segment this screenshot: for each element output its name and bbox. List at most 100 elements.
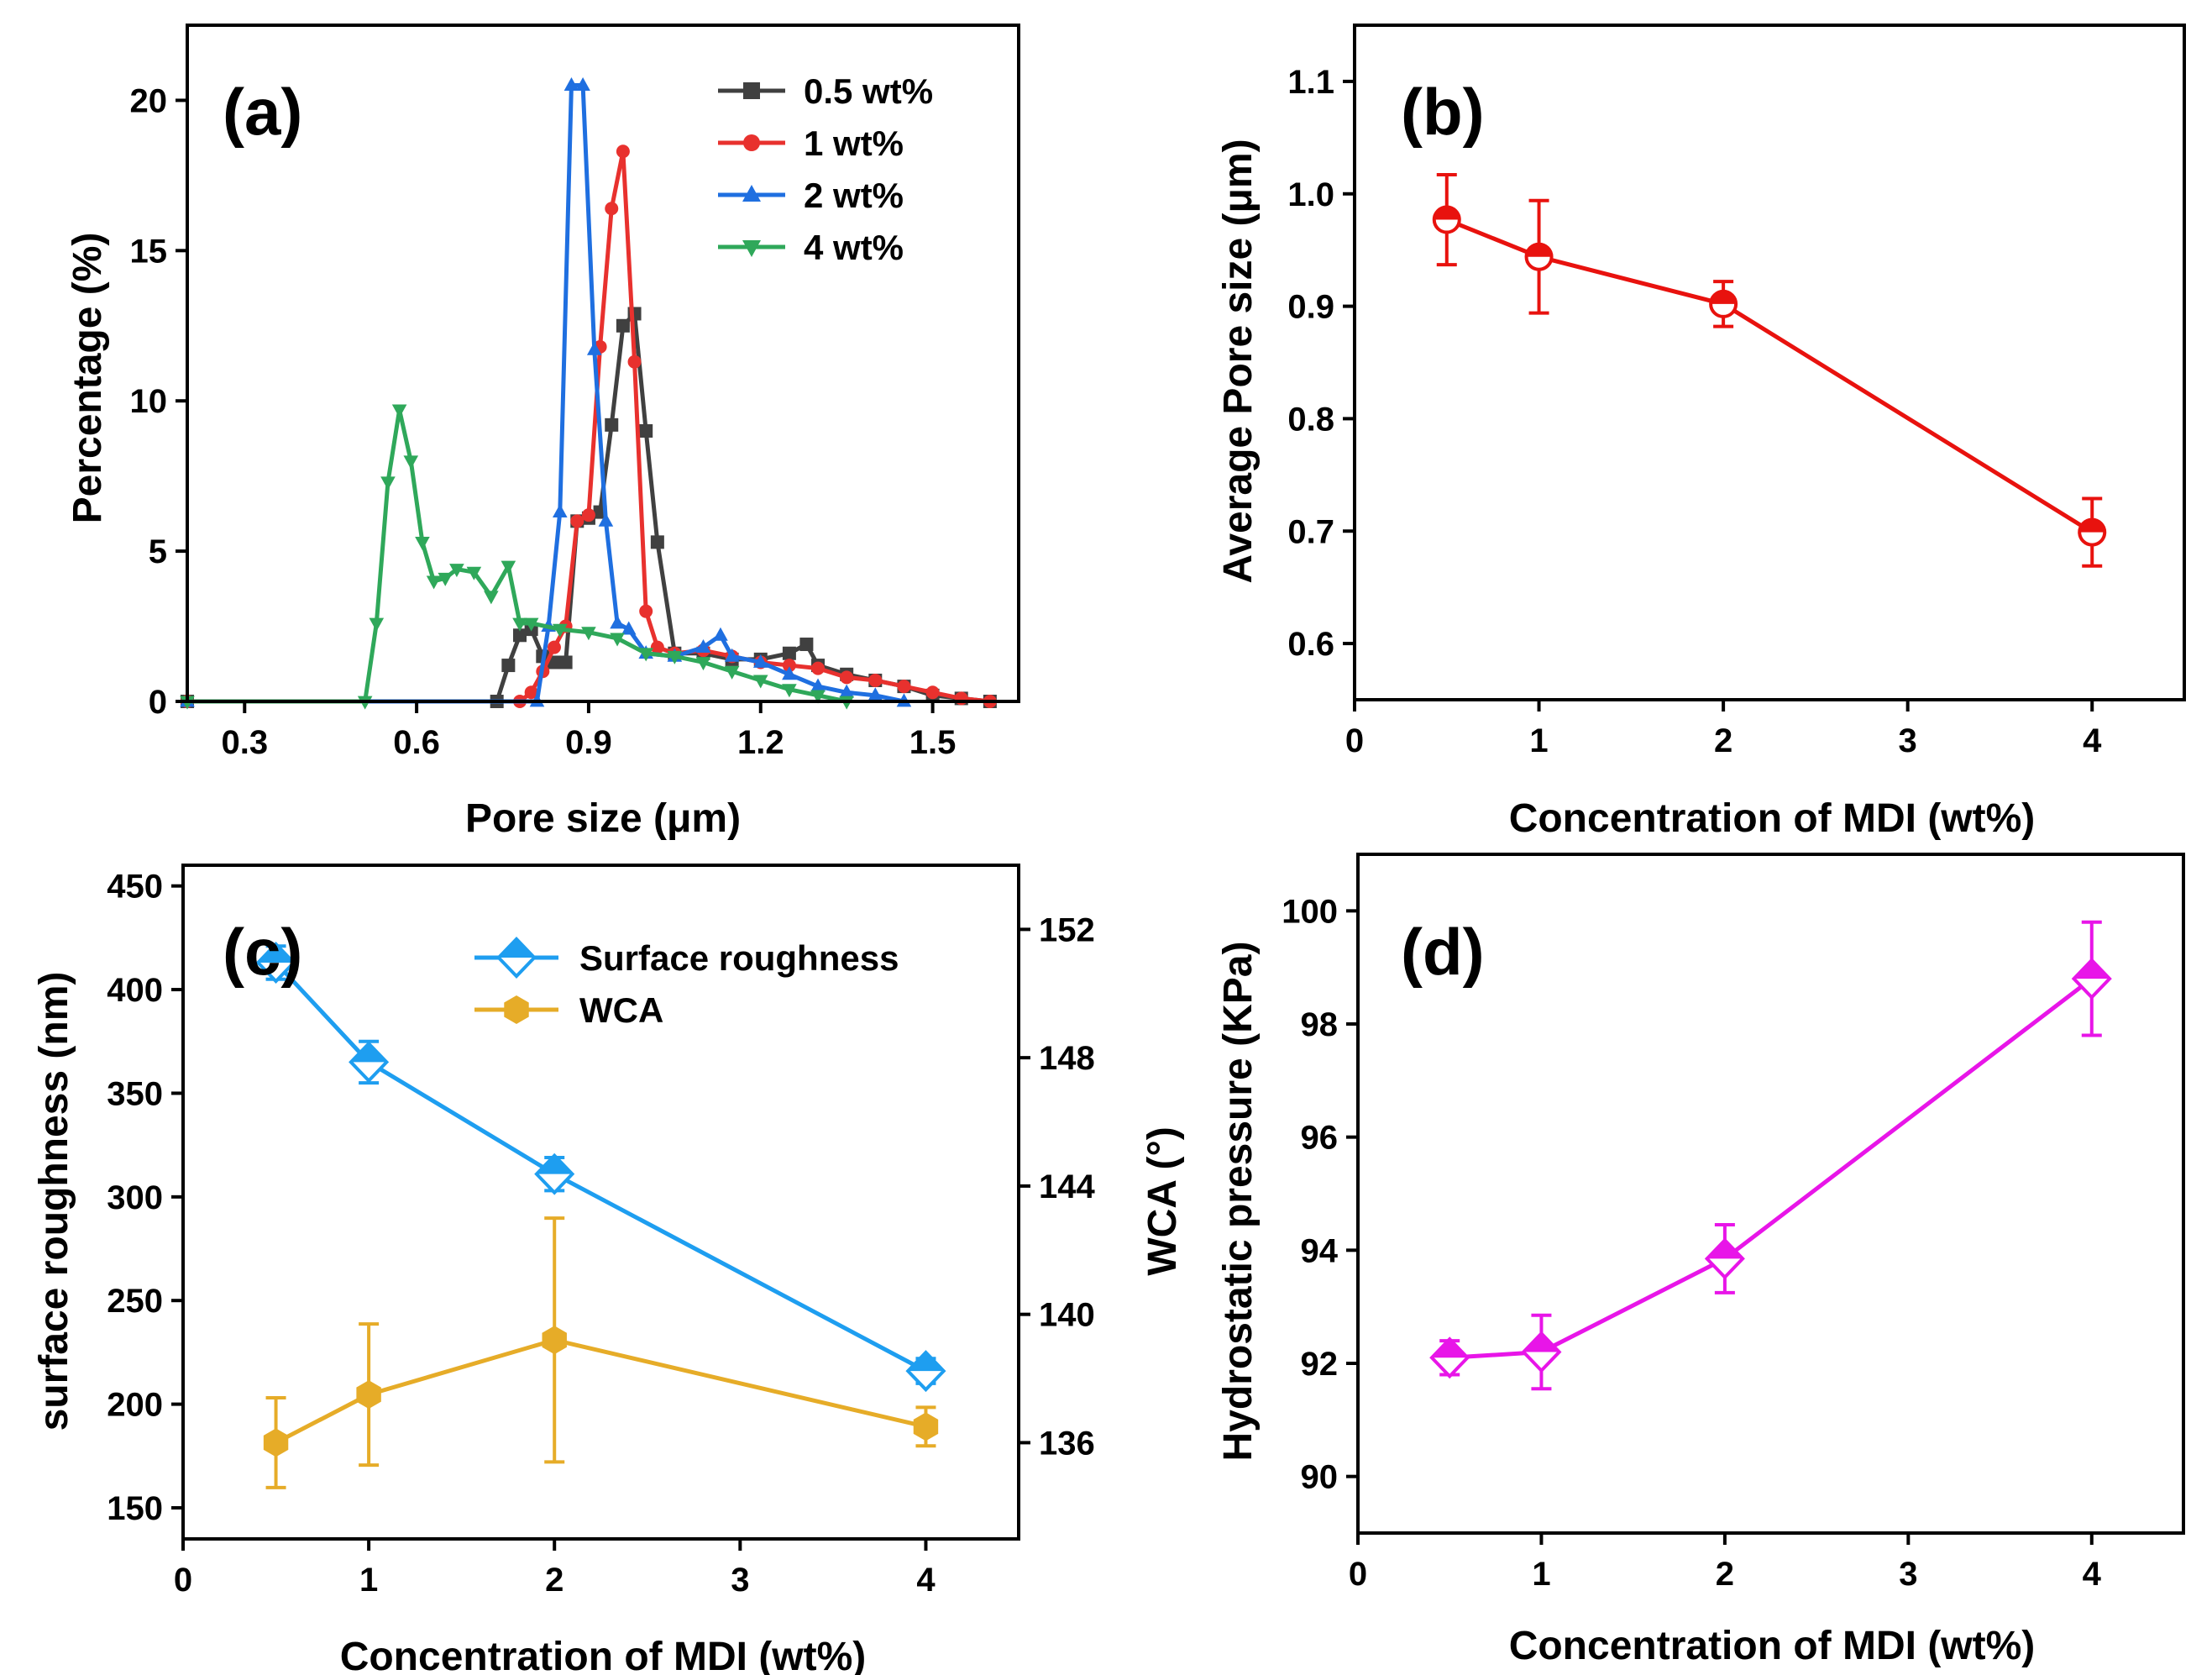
panel-c-x-tick-label: 1 bbox=[359, 1562, 378, 1599]
panel-c-plot-frame bbox=[181, 864, 1020, 1541]
panel-c-legend-point-0 bbox=[495, 937, 537, 979]
panel-a-point-7 bbox=[581, 508, 595, 522]
panel-b-y-tick-label: 1.0 bbox=[1287, 176, 1334, 213]
panel-c-series-surface-roughness bbox=[255, 941, 946, 1393]
panel-a-point-5 bbox=[575, 76, 590, 91]
panel-b-x-tick-label: 3 bbox=[1899, 722, 1917, 759]
panel-a-point-18 bbox=[782, 659, 796, 673]
panel-a-y-tick-label: 0 bbox=[149, 684, 167, 721]
panel-a-label: (a) bbox=[223, 75, 302, 149]
panel-c-y-tick-label: 350 bbox=[107, 1075, 163, 1112]
panel-a-point-7 bbox=[598, 512, 614, 527]
panel-d-x-axis-label: Concentration of MDI (wt%) bbox=[1509, 1624, 2036, 1668]
panel-c-y-tick-label: 450 bbox=[107, 869, 163, 906]
panel-a-point-7 bbox=[426, 575, 442, 590]
panel-a-series-2-wt- bbox=[180, 76, 912, 707]
panel-a-point-8 bbox=[610, 615, 625, 629]
panel-a-point-9 bbox=[605, 202, 619, 216]
panel-a-point-20 bbox=[840, 670, 854, 685]
panel-b-x-tick-label: 2 bbox=[1714, 722, 1732, 759]
panel-b-y-axis-label: Average Pore size (μm) bbox=[1216, 139, 1261, 583]
panel-a-legend-point-2 bbox=[742, 185, 761, 202]
panel-b-y-tick-label: 0.8 bbox=[1287, 401, 1334, 438]
panel-d-y-tick-label: 90 bbox=[1301, 1459, 1339, 1496]
panel-a-legend-label: 4 wt% bbox=[804, 228, 904, 267]
panel-d-y-tick-label: 94 bbox=[1301, 1232, 1339, 1269]
panel-a-point-6 bbox=[570, 514, 584, 528]
panel-a-point-24 bbox=[810, 690, 826, 704]
panel-c-label: (c) bbox=[223, 915, 302, 989]
panel-d-label: (d) bbox=[1401, 915, 1485, 989]
panel-a-point-17 bbox=[610, 633, 625, 647]
panel-a-point-13 bbox=[512, 617, 527, 632]
panel-a-point-16 bbox=[581, 627, 596, 641]
panel-a-point-12 bbox=[639, 604, 653, 618]
panel-a-point-14 bbox=[523, 617, 539, 632]
panel-a-point-3 bbox=[380, 476, 396, 491]
panel-a-x-tick-label: 0.3 bbox=[221, 724, 268, 761]
panel-c-roughness-and-wca: 0 1 2 3 4 150 200 250 300 350 400 450 136 140 144 148… bbox=[32, 864, 1185, 1675]
panel-a-legend: 0.5 wt% 1 wt% 2 wt% 4 wt% bbox=[718, 71, 933, 267]
panel-d-point-2 bbox=[1704, 1237, 1745, 1280]
panel-a-legend-point-0 bbox=[743, 82, 760, 99]
panel-d-y-tick-label: 98 bbox=[1301, 1006, 1339, 1043]
panel-a-pore-size-distribution: 0.3 0.6 0.9 1.2 1.5 0 5 10 15 20 (a) Pore size (… bbox=[66, 24, 1020, 841]
panel-a-point-21 bbox=[799, 638, 814, 652]
panel-b-x-tick-label: 1 bbox=[1529, 722, 1548, 759]
panel-a-point-5 bbox=[403, 455, 419, 470]
panel-c-y-tick-label: 200 bbox=[107, 1387, 163, 1424]
panel-c-right-tick-label: 140 bbox=[1039, 1297, 1095, 1334]
panel-b-average-pore-size: 0 1 2 3 4 0.6 0.7 0.8 0.9 1.0 1.1 (b) Concentrati… bbox=[1216, 24, 2186, 841]
panel-b-plot-frame bbox=[1353, 24, 2186, 701]
panel-c-legend: Surface roughness WCA bbox=[474, 937, 899, 1030]
panel-b-x-tick-label: 4 bbox=[2083, 722, 2102, 759]
panel-a-point-10 bbox=[616, 144, 630, 159]
panel-a-point-4 bbox=[547, 640, 561, 654]
panel-c-series-line bbox=[275, 1337, 927, 1445]
panel-a-legend-item: 4 wt% bbox=[718, 228, 904, 267]
panel-c-point-3 bbox=[905, 1350, 946, 1393]
panel-d-x-tick-label: 0 bbox=[1349, 1556, 1367, 1593]
panel-a-point-4 bbox=[391, 404, 407, 418]
panel-a-point-18 bbox=[839, 684, 854, 698]
panel-a-point-13 bbox=[713, 627, 728, 641]
panel-d-point-0 bbox=[1429, 1336, 1470, 1379]
panel-a-legend-item: 2 wt% bbox=[718, 176, 904, 215]
panel-a-point-3 bbox=[513, 628, 527, 643]
panel-c-point-3 bbox=[913, 1412, 939, 1441]
panel-c-y-tick-label: 150 bbox=[107, 1490, 163, 1527]
panel-c-x-tick-label: 2 bbox=[545, 1562, 563, 1599]
panel-a-point-17 bbox=[810, 678, 826, 692]
panel-b-label: (b) bbox=[1401, 75, 1485, 149]
panel-a-point-11 bbox=[605, 417, 619, 432]
panel-b-series-average-pore-size bbox=[1432, 172, 2107, 568]
panel-a-point-20 bbox=[782, 646, 796, 660]
panel-d-y-tick-label: 92 bbox=[1301, 1346, 1339, 1383]
panel-c-y-tick-label: 250 bbox=[107, 1283, 163, 1320]
panel-c-series-wca bbox=[263, 1216, 939, 1489]
panel-c-x-axis-label: Concentration of MDI (wt%) bbox=[340, 1635, 867, 1675]
panel-a-point-21 bbox=[868, 673, 883, 687]
panel-c-legend-item: WCA bbox=[474, 990, 663, 1030]
panel-a-point-9 bbox=[449, 564, 464, 578]
panel-b-point-2 bbox=[1709, 289, 1738, 318]
panel-d-x-tick-label: 4 bbox=[2083, 1556, 2102, 1593]
panel-a-y-axis-label: Percentage (%) bbox=[66, 233, 110, 524]
panel-b-point-1 bbox=[1524, 242, 1554, 271]
panel-b-series-line bbox=[1445, 218, 2094, 534]
panel-a-x-tick-label: 0.6 bbox=[393, 724, 440, 761]
panel-d-series-line bbox=[1449, 977, 2094, 1360]
panel-d-x-tick-label: 2 bbox=[1716, 1556, 1734, 1593]
panel-a-point-15 bbox=[552, 623, 568, 638]
panel-a-point-2 bbox=[369, 617, 385, 632]
panel-a-y-tick-label: 10 bbox=[130, 383, 168, 420]
panel-a-y-tick-label: 15 bbox=[130, 233, 168, 270]
panel-a-point-19 bbox=[667, 650, 683, 664]
panel-a-point-20 bbox=[695, 657, 711, 671]
panel-a-series-line bbox=[187, 83, 904, 704]
panel-d-y-tick-label: 96 bbox=[1301, 1120, 1339, 1157]
panel-a-point-4 bbox=[563, 76, 579, 91]
panel-a-point-11 bbox=[484, 591, 499, 605]
panel-a-point-14 bbox=[724, 648, 740, 662]
